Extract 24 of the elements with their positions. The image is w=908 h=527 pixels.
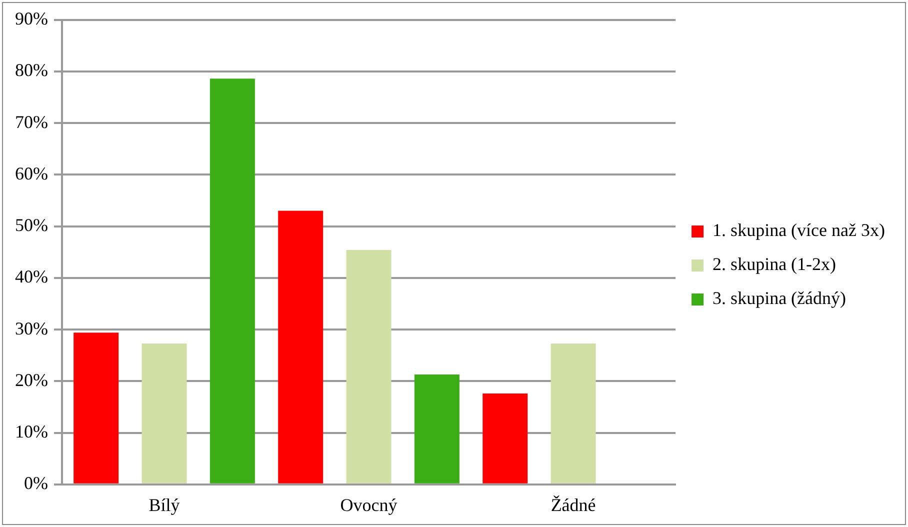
y-tick-label: 20% (14, 370, 48, 390)
legend-label: 3. skupina (žádný) (712, 288, 846, 308)
y-tick-label: 0% (24, 473, 48, 494)
x-tick-label: Bílý (148, 494, 180, 515)
y-tick-label: 30% (14, 318, 48, 338)
y-tick-label: 60% (14, 163, 48, 184)
legend-label: 2. skupina (1-2x) (712, 254, 836, 274)
bar (210, 78, 255, 484)
y-tick-label: 40% (14, 266, 48, 287)
bar (482, 394, 528, 484)
bar (346, 250, 392, 484)
legend-label: 1. skupina (více naž 3x) (712, 220, 886, 240)
bar (74, 332, 119, 484)
bar (142, 343, 187, 484)
x-tick-label: Ovocný (340, 494, 398, 515)
y-tick-label: 80% (14, 60, 48, 80)
y-tick-label: 90% (14, 8, 48, 29)
y-tick-label: 50% (14, 215, 48, 236)
bar (278, 210, 324, 484)
bar (414, 374, 460, 484)
y-tick-label: 10% (14, 422, 48, 442)
x-tick-label: Žádné (550, 494, 596, 515)
bar (550, 343, 596, 484)
y-tick-label: 70% (14, 112, 48, 132)
